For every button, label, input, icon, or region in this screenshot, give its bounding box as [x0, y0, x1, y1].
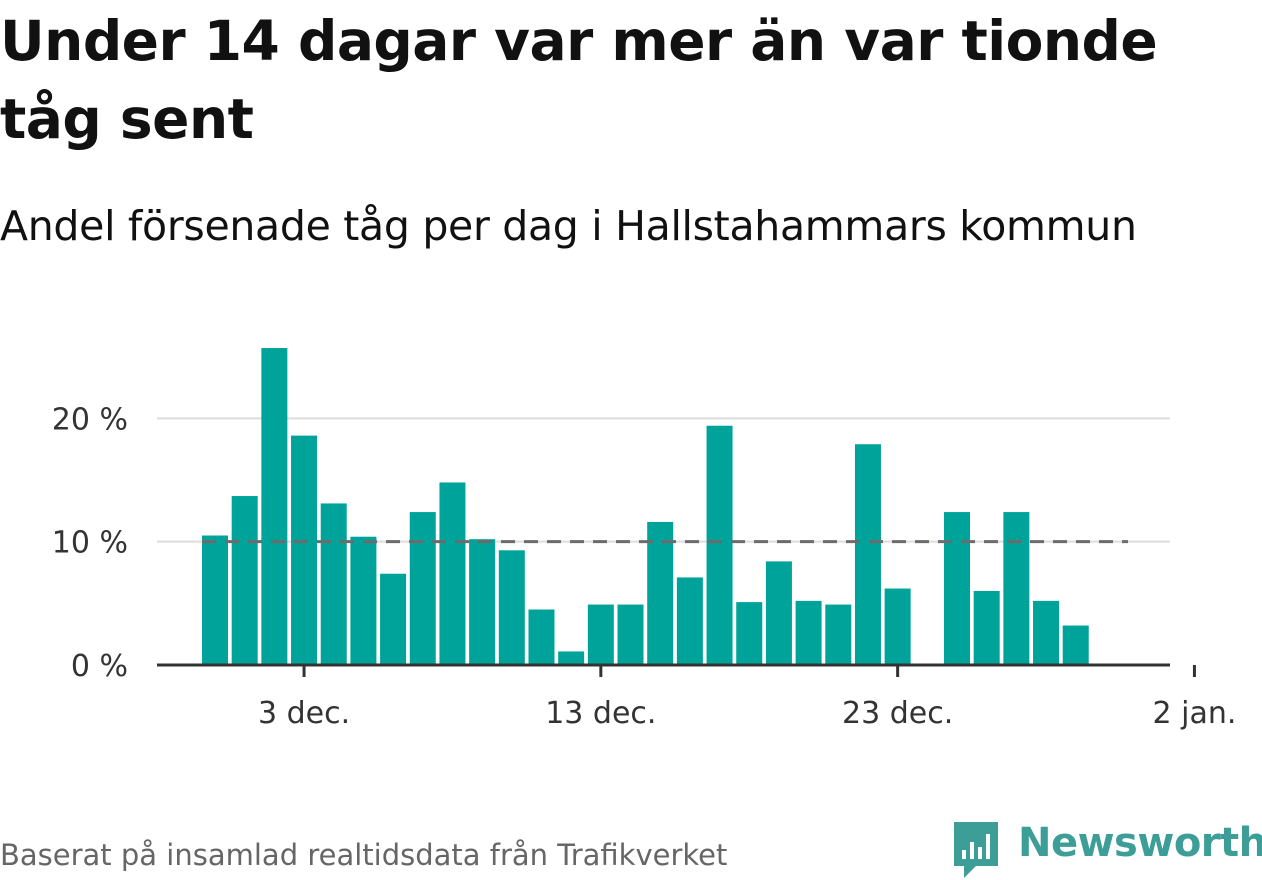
- bar: [825, 604, 852, 665]
- x-tick-label: 2 jan.: [1152, 696, 1236, 730]
- bar: [884, 588, 911, 665]
- x-tick-label: 13 dec.: [545, 696, 656, 730]
- newsworthy-logo-icon: [954, 822, 998, 878]
- bar: [439, 482, 466, 665]
- bar: [1062, 625, 1089, 665]
- y-tick-label: 0 %: [71, 649, 128, 684]
- bar: [469, 539, 496, 665]
- bar: [676, 577, 703, 665]
- bar: [320, 503, 347, 665]
- bar: [795, 600, 822, 665]
- y-tick-label: 10 %: [52, 526, 128, 561]
- bar: [409, 512, 436, 665]
- chart-title: Under 14 dagar var mer än var tionde tåg…: [0, 9, 1158, 151]
- bar: [528, 609, 555, 665]
- y-tick-label: 20 %: [52, 402, 128, 437]
- x-tick-label: 3 dec.: [258, 696, 350, 730]
- bar: [973, 591, 1000, 665]
- source-note: Baserat på insamlad realtidsdata från Tr…: [0, 838, 728, 872]
- bar: [350, 536, 377, 665]
- brand-name: Newsworthy: [1018, 820, 1262, 866]
- chart-subtitle: Andel försenade tåg per dag i Hallstaham…: [0, 202, 1137, 250]
- bar: [1003, 512, 1030, 665]
- bar: [617, 604, 644, 665]
- bar: [380, 573, 407, 665]
- bar-chart: 0 % 10 % 20 % 3 dec. 13 dec. 23 dec. 2 jan.: [52, 348, 1236, 730]
- bar: [1033, 600, 1060, 665]
- bar: [231, 496, 258, 665]
- bar: [587, 604, 614, 665]
- bar: [765, 561, 792, 665]
- bar: [291, 435, 318, 665]
- bar: [261, 348, 288, 665]
- bar: [736, 602, 763, 665]
- x-tick-label: 23 dec.: [842, 696, 953, 730]
- bar: [558, 651, 585, 665]
- bar: [706, 425, 733, 665]
- bar: [647, 521, 674, 665]
- bar: [202, 535, 228, 665]
- bar: [854, 444, 881, 665]
- bar: [498, 550, 525, 665]
- brand-logo: Newsworthy: [950, 818, 1262, 878]
- bar: [944, 512, 970, 665]
